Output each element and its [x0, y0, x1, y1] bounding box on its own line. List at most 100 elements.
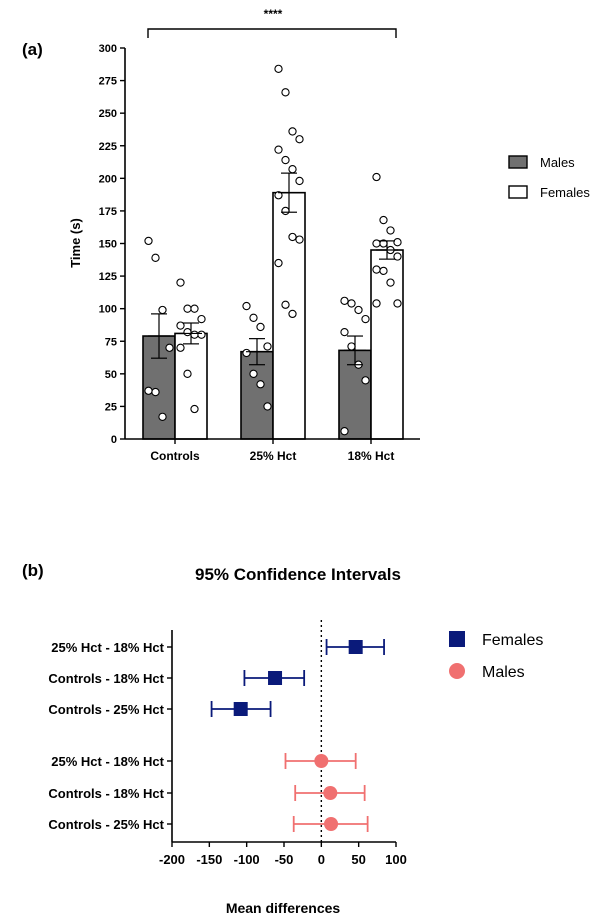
data-point: [274, 258, 283, 268]
y-tick-label: 50: [105, 369, 117, 381]
y-tick-label: 25: [105, 401, 117, 413]
x-tick-label: 100: [385, 852, 407, 867]
data-point: [249, 369, 258, 378]
data-point: [249, 313, 258, 322]
data-point: [393, 238, 402, 247]
ci-mean-circle: [323, 786, 338, 800]
row-label: Controls - 18% Hct: [48, 671, 164, 686]
data-point: [288, 232, 297, 242]
significance-stars: ****: [264, 7, 283, 21]
data-point: [144, 236, 153, 246]
x-tick-label: -150: [196, 852, 222, 867]
legend-swatch-females: [508, 185, 528, 199]
data-point: [386, 278, 395, 287]
y-tick-label: 75: [105, 336, 117, 348]
data-point: [347, 342, 356, 351]
x-tick-label: 50: [351, 852, 365, 867]
significance-bracket: [147, 28, 397, 38]
data-point: [274, 145, 283, 154]
row-label: Controls - 18% Hct: [48, 786, 164, 801]
x-tick-label: 0: [318, 852, 325, 867]
data-point: [158, 412, 167, 421]
data-point: [361, 376, 370, 385]
data-point: [190, 404, 199, 414]
legend-label-males: Males: [540, 155, 575, 170]
x-tick-label: 25% Hct: [250, 449, 297, 463]
row-label: Controls - 25% Hct: [48, 817, 164, 832]
y-tick-label: 275: [99, 76, 117, 88]
data-point: [379, 266, 388, 276]
data-point: [340, 327, 349, 337]
y-tick-label: 225: [99, 141, 117, 153]
data-point: [281, 206, 290, 216]
data-point: [176, 278, 185, 287]
data-point: [183, 369, 192, 378]
data-point: [393, 252, 402, 261]
x-tick-label: -200: [159, 852, 185, 867]
legend-label-females: Females: [482, 632, 543, 649]
panel-b-label: (b): [22, 561, 44, 580]
data-point: [288, 309, 297, 319]
data-point: [281, 300, 290, 309]
ci-mean-square: [233, 702, 248, 716]
data-point: [288, 165, 297, 174]
data-point: [386, 226, 395, 235]
data-point: [281, 155, 290, 165]
data-point: [340, 296, 349, 305]
data-point: [379, 215, 388, 225]
y-tick-label: 0: [111, 434, 117, 446]
data-point: [197, 330, 206, 339]
data-point: [183, 327, 192, 337]
data-point: [256, 322, 265, 332]
data-point: [372, 299, 381, 308]
x-tick-label: Controls: [150, 449, 200, 463]
data-point: [158, 305, 167, 315]
row-label: 25% Hct - 18% Hct: [51, 640, 164, 655]
y-tick-label: 175: [99, 206, 117, 218]
x-tick-label: -100: [234, 852, 260, 867]
data-point: [295, 176, 304, 186]
y-tick-label: 100: [99, 304, 117, 316]
data-point: [274, 64, 283, 74]
data-point: [372, 172, 381, 182]
row-label: 25% Hct - 18% Hct: [51, 754, 164, 769]
data-point: [176, 343, 185, 352]
x-tick-label: 18% Hct: [348, 449, 395, 463]
x-tick-label: -50: [275, 852, 294, 867]
legend-marker-males: [449, 663, 465, 679]
row-label: Controls - 25% Hct: [48, 702, 164, 717]
legend-swatch-males: [508, 155, 528, 169]
y-axis-title: Time (s): [68, 218, 83, 268]
y-tick-label: 125: [99, 271, 117, 283]
data-point: [165, 343, 174, 352]
data-point: [372, 265, 381, 274]
data-point: [295, 235, 304, 244]
data-point: [176, 321, 185, 330]
ci-mean-circle: [314, 754, 329, 768]
y-tick-label: 150: [99, 239, 117, 251]
panel-a-label: (a): [22, 40, 43, 59]
x-axis-title: Mean differences: [226, 900, 341, 916]
data-point: [256, 380, 265, 389]
data-point: [183, 304, 192, 313]
ci-mean-square: [268, 671, 283, 685]
data-point: [361, 314, 370, 324]
data-point: [281, 88, 290, 97]
panel-b-ci-chart: (b) 95% Confidence Intervals Mean differ…: [22, 561, 543, 916]
legend-marker-females: [449, 631, 465, 647]
data-point: [263, 402, 272, 411]
legend-label-males: Males: [482, 664, 525, 681]
data-point: [197, 314, 206, 324]
data-point: [151, 253, 160, 262]
data-point: [347, 299, 356, 308]
y-tick-label: 250: [99, 108, 117, 120]
panel-b-title: 95% Confidence Intervals: [195, 565, 401, 584]
bar-females-2: [370, 249, 404, 440]
data-point: [288, 127, 297, 136]
data-point: [242, 301, 251, 311]
legend-label-females: Females: [540, 185, 590, 200]
data-point: [340, 427, 349, 436]
y-tick-label: 200: [99, 173, 117, 185]
y-tick-label: 300: [99, 43, 117, 55]
